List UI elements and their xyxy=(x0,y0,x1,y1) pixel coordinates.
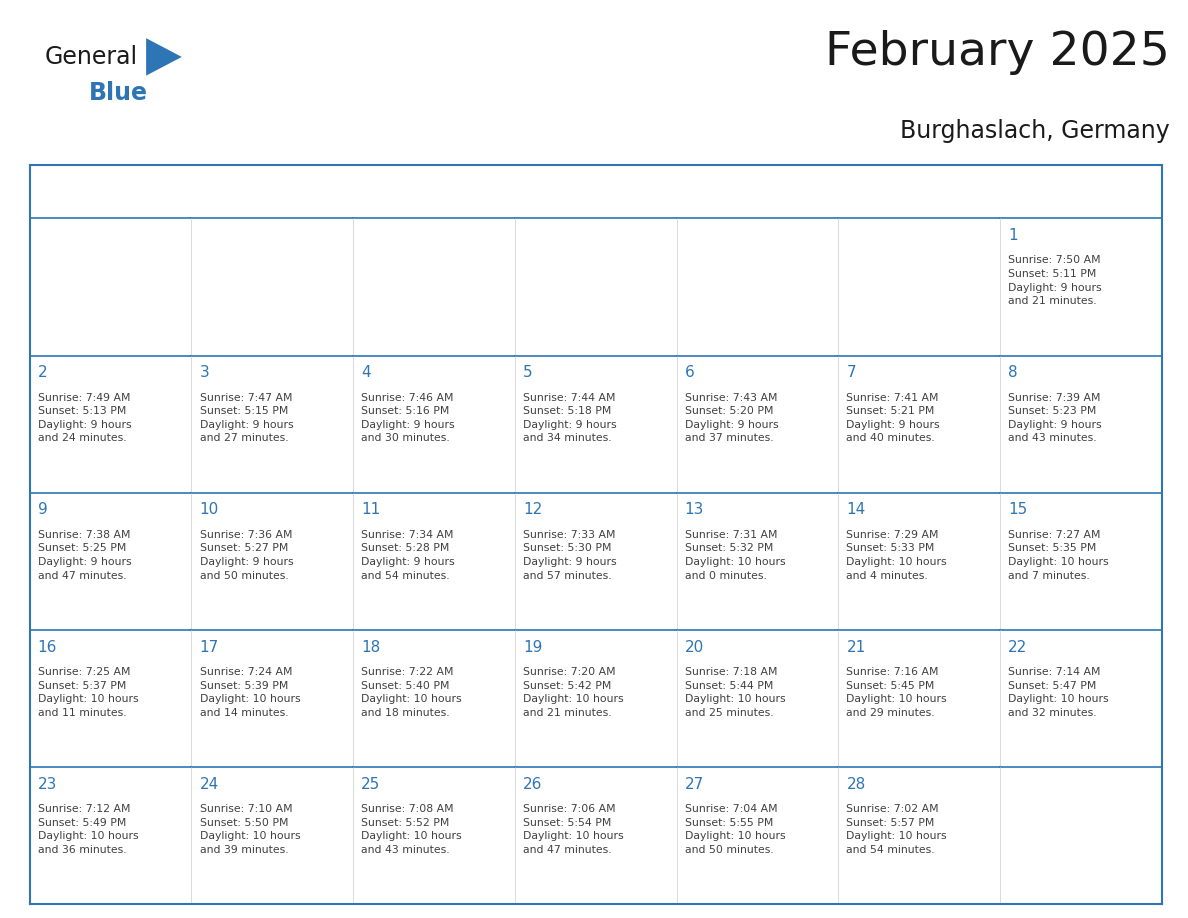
Text: Sunrise: 7:38 AM
Sunset: 5:25 PM
Daylight: 9 hours
and 47 minutes.: Sunrise: 7:38 AM Sunset: 5:25 PM Dayligh… xyxy=(38,530,132,580)
Text: 6: 6 xyxy=(684,365,695,380)
Text: 5: 5 xyxy=(523,365,532,380)
Text: 11: 11 xyxy=(361,502,380,518)
Text: Sunrise: 7:20 AM
Sunset: 5:42 PM
Daylight: 10 hours
and 21 minutes.: Sunrise: 7:20 AM Sunset: 5:42 PM Dayligh… xyxy=(523,667,624,718)
Text: 14: 14 xyxy=(847,502,866,518)
Text: Sunrise: 7:06 AM
Sunset: 5:54 PM
Daylight: 10 hours
and 47 minutes.: Sunrise: 7:06 AM Sunset: 5:54 PM Dayligh… xyxy=(523,804,624,855)
Text: Sunrise: 7:12 AM
Sunset: 5:49 PM
Daylight: 10 hours
and 36 minutes.: Sunrise: 7:12 AM Sunset: 5:49 PM Dayligh… xyxy=(38,804,139,855)
Text: Sunrise: 7:47 AM
Sunset: 5:15 PM
Daylight: 9 hours
and 27 minutes.: Sunrise: 7:47 AM Sunset: 5:15 PM Dayligh… xyxy=(200,393,293,443)
Text: Sunrise: 7:31 AM
Sunset: 5:32 PM
Daylight: 10 hours
and 0 minutes.: Sunrise: 7:31 AM Sunset: 5:32 PM Dayligh… xyxy=(684,530,785,580)
Text: Burghaslach, Germany: Burghaslach, Germany xyxy=(901,119,1170,143)
Text: General: General xyxy=(45,45,138,69)
Text: Sunrise: 7:08 AM
Sunset: 5:52 PM
Daylight: 10 hours
and 43 minutes.: Sunrise: 7:08 AM Sunset: 5:52 PM Dayligh… xyxy=(361,804,462,855)
Text: Sunrise: 7:18 AM
Sunset: 5:44 PM
Daylight: 10 hours
and 25 minutes.: Sunrise: 7:18 AM Sunset: 5:44 PM Dayligh… xyxy=(684,667,785,718)
Text: Monday: Monday xyxy=(203,186,260,201)
Text: Sunrise: 7:44 AM
Sunset: 5:18 PM
Daylight: 9 hours
and 34 minutes.: Sunrise: 7:44 AM Sunset: 5:18 PM Dayligh… xyxy=(523,393,617,443)
Text: 26: 26 xyxy=(523,777,543,791)
Text: 3: 3 xyxy=(200,365,209,380)
Text: Sunrise: 7:34 AM
Sunset: 5:28 PM
Daylight: 9 hours
and 54 minutes.: Sunrise: 7:34 AM Sunset: 5:28 PM Dayligh… xyxy=(361,530,455,580)
Text: 9: 9 xyxy=(38,502,48,518)
Text: Sunrise: 7:27 AM
Sunset: 5:35 PM
Daylight: 10 hours
and 7 minutes.: Sunrise: 7:27 AM Sunset: 5:35 PM Dayligh… xyxy=(1009,530,1108,580)
Text: Sunrise: 7:04 AM
Sunset: 5:55 PM
Daylight: 10 hours
and 50 minutes.: Sunrise: 7:04 AM Sunset: 5:55 PM Dayligh… xyxy=(684,804,785,855)
Text: 13: 13 xyxy=(684,502,704,518)
Text: 27: 27 xyxy=(684,777,704,791)
Text: 1: 1 xyxy=(1009,228,1018,243)
Text: 28: 28 xyxy=(847,777,866,791)
Text: Thursday: Thursday xyxy=(688,186,757,201)
Text: 19: 19 xyxy=(523,640,543,655)
Text: Sunrise: 7:50 AM
Sunset: 5:11 PM
Daylight: 9 hours
and 21 minutes.: Sunrise: 7:50 AM Sunset: 5:11 PM Dayligh… xyxy=(1009,255,1101,307)
Text: Wednesday: Wednesday xyxy=(526,186,611,201)
Text: Sunrise: 7:14 AM
Sunset: 5:47 PM
Daylight: 10 hours
and 32 minutes.: Sunrise: 7:14 AM Sunset: 5:47 PM Dayligh… xyxy=(1009,667,1108,718)
Text: Saturday: Saturday xyxy=(1011,186,1078,201)
Text: Sunday: Sunday xyxy=(42,186,96,201)
Text: Sunrise: 7:39 AM
Sunset: 5:23 PM
Daylight: 9 hours
and 43 minutes.: Sunrise: 7:39 AM Sunset: 5:23 PM Dayligh… xyxy=(1009,393,1101,443)
Text: 12: 12 xyxy=(523,502,542,518)
Text: 20: 20 xyxy=(684,640,704,655)
Text: 8: 8 xyxy=(1009,365,1018,380)
Text: Sunrise: 7:16 AM
Sunset: 5:45 PM
Daylight: 10 hours
and 29 minutes.: Sunrise: 7:16 AM Sunset: 5:45 PM Dayligh… xyxy=(847,667,947,718)
Text: Sunrise: 7:41 AM
Sunset: 5:21 PM
Daylight: 9 hours
and 40 minutes.: Sunrise: 7:41 AM Sunset: 5:21 PM Dayligh… xyxy=(847,393,940,443)
Polygon shape xyxy=(146,39,182,75)
Text: 23: 23 xyxy=(38,777,57,791)
Text: 7: 7 xyxy=(847,365,857,380)
Text: Sunrise: 7:22 AM
Sunset: 5:40 PM
Daylight: 10 hours
and 18 minutes.: Sunrise: 7:22 AM Sunset: 5:40 PM Dayligh… xyxy=(361,667,462,718)
Text: 16: 16 xyxy=(38,640,57,655)
Text: Sunrise: 7:46 AM
Sunset: 5:16 PM
Daylight: 9 hours
and 30 minutes.: Sunrise: 7:46 AM Sunset: 5:16 PM Dayligh… xyxy=(361,393,455,443)
Text: Sunrise: 7:43 AM
Sunset: 5:20 PM
Daylight: 9 hours
and 37 minutes.: Sunrise: 7:43 AM Sunset: 5:20 PM Dayligh… xyxy=(684,393,778,443)
Text: 18: 18 xyxy=(361,640,380,655)
Text: 4: 4 xyxy=(361,365,371,380)
Text: Sunrise: 7:02 AM
Sunset: 5:57 PM
Daylight: 10 hours
and 54 minutes.: Sunrise: 7:02 AM Sunset: 5:57 PM Dayligh… xyxy=(847,804,947,855)
Text: Tuesday: Tuesday xyxy=(365,186,424,201)
Text: Sunrise: 7:49 AM
Sunset: 5:13 PM
Daylight: 9 hours
and 24 minutes.: Sunrise: 7:49 AM Sunset: 5:13 PM Dayligh… xyxy=(38,393,132,443)
Text: 15: 15 xyxy=(1009,502,1028,518)
Text: 24: 24 xyxy=(200,777,219,791)
Text: Sunrise: 7:29 AM
Sunset: 5:33 PM
Daylight: 10 hours
and 4 minutes.: Sunrise: 7:29 AM Sunset: 5:33 PM Dayligh… xyxy=(847,530,947,580)
Text: Sunrise: 7:24 AM
Sunset: 5:39 PM
Daylight: 10 hours
and 14 minutes.: Sunrise: 7:24 AM Sunset: 5:39 PM Dayligh… xyxy=(200,667,301,718)
Text: Sunrise: 7:25 AM
Sunset: 5:37 PM
Daylight: 10 hours
and 11 minutes.: Sunrise: 7:25 AM Sunset: 5:37 PM Dayligh… xyxy=(38,667,139,718)
Text: Sunrise: 7:36 AM
Sunset: 5:27 PM
Daylight: 9 hours
and 50 minutes.: Sunrise: 7:36 AM Sunset: 5:27 PM Dayligh… xyxy=(200,530,293,580)
Text: February 2025: February 2025 xyxy=(826,30,1170,75)
Text: 17: 17 xyxy=(200,640,219,655)
Text: Sunrise: 7:33 AM
Sunset: 5:30 PM
Daylight: 9 hours
and 57 minutes.: Sunrise: 7:33 AM Sunset: 5:30 PM Dayligh… xyxy=(523,530,617,580)
Text: 2: 2 xyxy=(38,365,48,380)
Text: 10: 10 xyxy=(200,502,219,518)
Text: Blue: Blue xyxy=(89,82,148,106)
Text: 21: 21 xyxy=(847,640,866,655)
Text: 22: 22 xyxy=(1009,640,1028,655)
Text: Friday: Friday xyxy=(849,186,893,201)
Text: Sunrise: 7:10 AM
Sunset: 5:50 PM
Daylight: 10 hours
and 39 minutes.: Sunrise: 7:10 AM Sunset: 5:50 PM Dayligh… xyxy=(200,804,301,855)
Text: 25: 25 xyxy=(361,777,380,791)
